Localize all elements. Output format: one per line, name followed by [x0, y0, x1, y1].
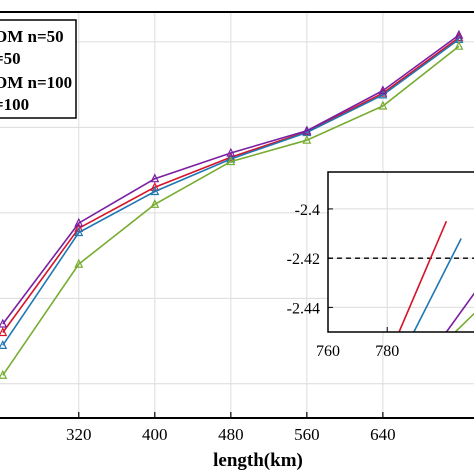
- inset-series-line-1: [413, 238, 462, 333]
- series-0-point-2: [150, 181, 160, 191]
- series-3-point-0: [0, 369, 8, 379]
- inset-background: [328, 172, 474, 332]
- inset-y-tick-label-1: -2.42: [287, 251, 320, 268]
- series-line-3: [2, 45, 460, 376]
- series-2-point-6: [454, 29, 464, 39]
- series-3-point-3: [226, 156, 236, 166]
- inset-y-tick-label-0: -2.4: [295, 202, 320, 219]
- series-2-point-1: [74, 217, 84, 227]
- series-line-2: [2, 34, 460, 325]
- x-tick-label-400: 400: [142, 425, 168, 444]
- series-0-point-1: [74, 222, 84, 232]
- x-tick-label-480: 480: [218, 425, 244, 444]
- x-axis-ticks: 320 400 480 560 640: [66, 412, 396, 444]
- legend-entry-n50: =50: [0, 49, 21, 68]
- legend-entry-n100: =100: [0, 95, 29, 114]
- inset-y-ticks: -2.4 -2.42 -2.44: [287, 202, 333, 317]
- series-line-1: [2, 38, 460, 346]
- inset-x-tick-label-760: 760: [316, 343, 340, 360]
- series-0-point-3: [226, 151, 236, 161]
- series-1-point-5: [378, 89, 388, 99]
- legend-entry-om-n50: OM n=50: [0, 27, 64, 46]
- series-3-point-4: [302, 134, 312, 144]
- legend: OM n=50 =50 OM n=100 =100: [0, 19, 77, 119]
- legend-entry-om-n100: OM n=100: [0, 73, 72, 92]
- inset-series-line-0: [398, 220, 448, 333]
- inset-frame: [327, 171, 474, 333]
- inset-y-tick-label-2: -2.44: [287, 300, 320, 317]
- inset-zoom: -2.4 -2.42 -2.44 760 780: [287, 171, 474, 360]
- series-2-point-2: [150, 173, 160, 183]
- legend-box: [0, 19, 77, 119]
- x-tick-label-560: 560: [294, 425, 320, 444]
- series-1-point-2: [150, 186, 160, 196]
- series-3-point-5: [378, 100, 388, 110]
- x-axis-label: length(km): [213, 450, 303, 471]
- series-2-point-0: [0, 318, 8, 328]
- inset-x-ticks: 760 780: [316, 327, 399, 360]
- inset-series-line-3: [454, 312, 474, 333]
- series-2-point-3: [226, 147, 236, 157]
- series-2-point-5: [378, 85, 388, 95]
- series-3-point-2: [150, 198, 160, 208]
- x-tick-label-320: 320: [66, 425, 92, 444]
- inset-x-tick-label-780: 780: [375, 343, 399, 360]
- series-2-point-4: [302, 125, 312, 135]
- series-0-point-0: [0, 327, 8, 337]
- x-tick-label-640: 640: [370, 425, 396, 444]
- series-3-point-1: [74, 258, 84, 268]
- inset-series-layer: [398, 220, 474, 333]
- plot-frame: [0, 11, 474, 419]
- series-layer: [0, 29, 464, 379]
- series-3-point-6: [454, 40, 464, 50]
- inset-series-line-2: [445, 292, 474, 333]
- series-1-point-1: [74, 227, 84, 237]
- series-1-point-0: [0, 340, 8, 349]
